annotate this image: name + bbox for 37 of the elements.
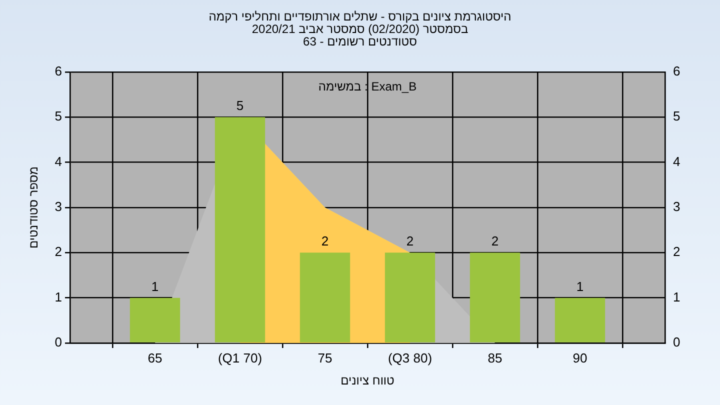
y-axis-title: מספר סטודנטים: [26, 166, 40, 249]
y-tick-label: 0: [54, 334, 62, 350]
bar: [554, 298, 606, 342]
y2-tick-label: 0: [673, 334, 680, 350]
y2-tick-label: 4: [673, 154, 680, 169]
bar: [214, 117, 266, 342]
data-label: 1: [151, 278, 159, 294]
data-label: 5: [236, 98, 244, 114]
y-tick-label: 5: [54, 108, 62, 124]
x-axis-title: טווח ציונים: [340, 373, 395, 388]
y-tick-label: 1: [54, 289, 62, 304]
x-tick-label: 65: [148, 350, 162, 366]
bar: [130, 298, 180, 342]
bar: [300, 252, 350, 342]
bar: [470, 252, 520, 342]
x-tick-label: 75: [318, 350, 332, 366]
data-label: 2: [321, 234, 329, 249]
data-label: 2: [491, 234, 499, 249]
x-tick-label: (Q3 80): [388, 350, 432, 366]
x-tick-label: 90: [572, 350, 588, 366]
y2-tick-label: 6: [673, 64, 680, 79]
bar: [384, 252, 436, 342]
data-label: 1: [576, 278, 584, 294]
chart-subtitle: בסמסטר (02/2020) סמסטר אביב 2020/21 סטודנטים רשומים - 63: [252, 22, 468, 48]
x-tick-label: 85: [488, 350, 502, 366]
y2-tick-label: 3: [673, 199, 680, 214]
y-tick-label: 6: [54, 64, 62, 79]
chart-title: היסטוגרמת ציונים בקורס - שתלים אורתופדיים ותחליפי רקמה: [208, 9, 512, 24]
y2-tick-label: 2: [673, 244, 680, 260]
y-tick-label: 2: [54, 244, 62, 260]
x-tick-label: (Q1 70): [218, 350, 262, 366]
y2-tick-label: 5: [673, 108, 680, 124]
annotation: Exam_B : במשימה: [318, 79, 417, 94]
y2-tick-label: 1: [673, 289, 680, 304]
data-label: 2: [406, 234, 414, 249]
y-tick-label: 3: [54, 199, 62, 214]
y-tick-label: 4: [54, 154, 62, 169]
